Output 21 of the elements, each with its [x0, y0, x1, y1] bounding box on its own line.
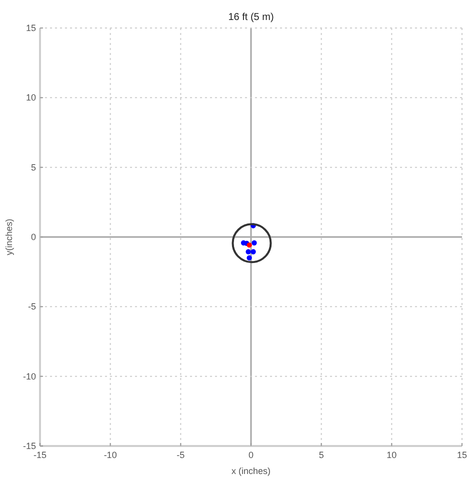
chart-title: 16 ft (5 m) — [228, 12, 274, 23]
point — [250, 249, 256, 254]
y-tick-label: 5 — [30, 162, 36, 172]
y-tick-label: 10 — [26, 92, 36, 103]
point — [246, 242, 252, 248]
y-tick-label: -10 — [22, 371, 36, 382]
y-tick-label: -5 — [28, 302, 36, 312]
x-tick-label: 5 — [318, 450, 324, 460]
x-tick-label: -5 — [176, 450, 185, 460]
y-tick-label: -15 — [22, 441, 36, 451]
point — [246, 249, 251, 254]
x-tick-label: 15 — [456, 450, 468, 460]
x-tick-label: -10 — [104, 450, 117, 460]
y-axis-title: y(inches) — [4, 218, 14, 256]
x-tick-label: 0 — [248, 450, 254, 460]
y-tick-label: 15 — [26, 23, 36, 33]
point — [252, 240, 257, 246]
x-tick-label: 10 — [386, 450, 397, 460]
y-tick-label: 0 — [30, 232, 36, 242]
x-axis-title: x (inches) — [231, 466, 271, 476]
point — [246, 255, 252, 260]
